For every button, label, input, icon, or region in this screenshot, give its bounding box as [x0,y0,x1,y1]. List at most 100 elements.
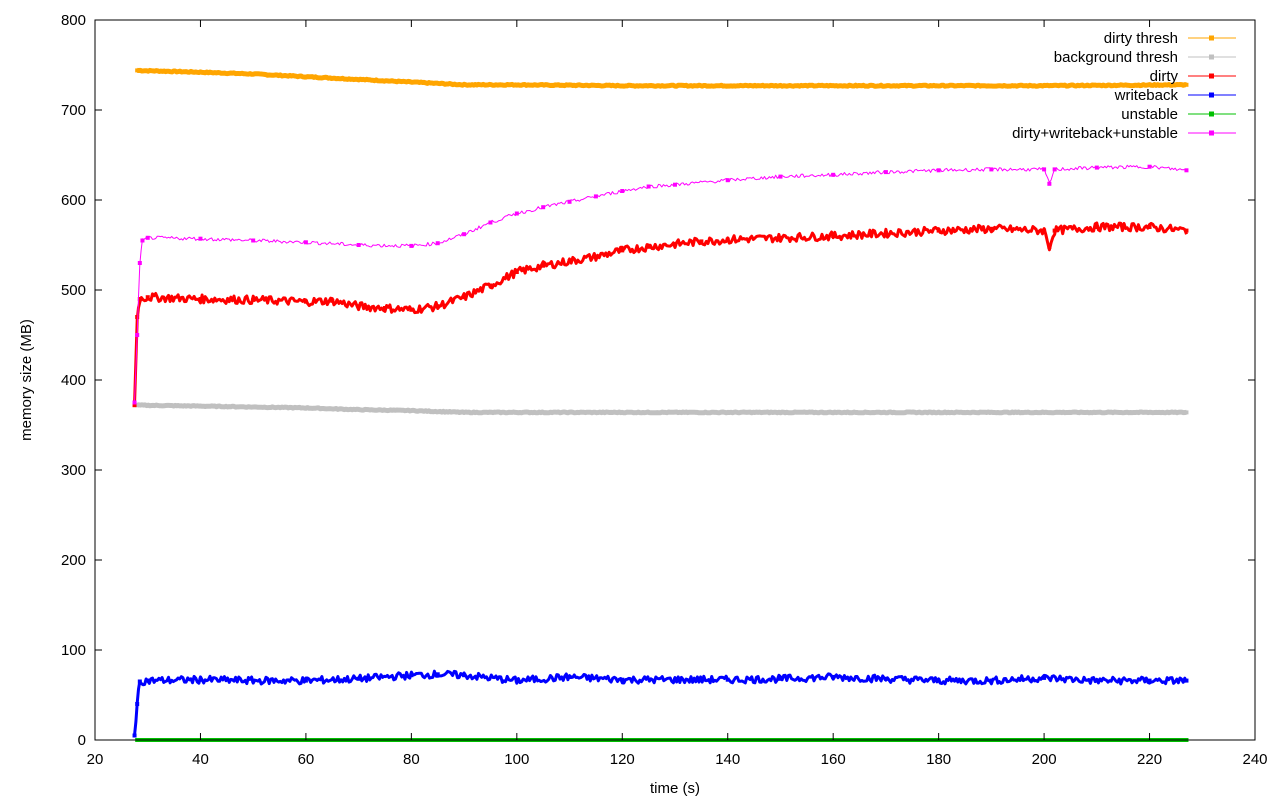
data-point [567,675,572,679]
data-point [936,228,941,233]
data-point [198,297,203,301]
data-point [132,400,137,405]
data-point [778,174,783,179]
data-point [514,211,519,216]
data-point [567,259,572,264]
y-tick-label: 800 [61,12,86,29]
series-writeback [132,669,1189,738]
data-point [620,83,625,88]
data-point [1094,225,1099,229]
x-tick-label: 200 [1032,751,1057,768]
series-background-thresh [135,402,1189,416]
data-point [198,404,203,409]
data-point [725,178,730,183]
data-point [883,231,888,236]
data-point [137,261,142,265]
series-line [133,669,1188,736]
data-point [620,248,625,253]
data-point [356,304,361,309]
data-point [725,83,730,88]
data-point [1042,167,1047,172]
data-point [778,235,783,240]
axis-ticks: 20 40 60 80 100 120 140 160 180 200 220 240 0 100 200 3… [61,12,1268,768]
y-tick-label: 0 [78,732,86,749]
data-point [936,168,941,173]
data-point [1184,228,1189,233]
data-point [883,170,888,175]
data-point [1042,228,1047,233]
data-point [462,82,467,87]
data-point [514,82,519,87]
data-point [936,410,941,415]
series-dirty-writeback-unstable [132,164,1189,405]
data-point [725,237,730,242]
x-tick-label: 240 [1242,751,1267,768]
data-point [1047,244,1052,249]
data-point [1184,678,1189,683]
legend-label: background thresh [1054,49,1178,66]
data-point [251,238,256,243]
data-point [356,407,361,412]
legend-label: dirty thresh [1104,30,1178,47]
y-tick-label: 100 [61,642,86,659]
data-point [514,410,519,415]
data-point [303,299,308,304]
data-point [541,205,546,210]
data-point [198,70,203,75]
data-point [831,172,836,177]
legend-marker [1209,111,1214,117]
data-point [488,283,493,288]
data-point [541,263,546,268]
data-point [1184,82,1189,87]
data-point [778,676,783,681]
data-point [989,226,994,231]
legend-label: writeback [1114,87,1179,104]
data-point [303,240,308,245]
data-point [303,678,308,683]
data-point [435,241,440,246]
data-point [488,220,493,225]
data-point [989,167,994,172]
y-tick-label: 700 [61,102,86,119]
data-point [831,234,836,238]
data-point [699,239,704,244]
data-point [409,408,414,413]
data-point [409,673,414,678]
data-point [462,295,467,300]
legend-label: dirty+writeback+unstable [1012,125,1178,142]
x-tick-label: 100 [504,751,529,768]
data-point [1047,181,1052,186]
data-point [620,677,625,682]
data-point [135,315,140,319]
x-tick-label: 160 [821,751,846,768]
data-point [462,232,467,237]
data-point [409,80,414,85]
y-tick-label: 600 [61,192,86,209]
data-point [936,678,941,683]
y-axis-label: memory size (MB) [18,319,35,441]
data-point [356,676,361,681]
data-point [198,677,203,682]
data-point [593,254,598,259]
data-point [409,243,414,248]
legend-label: unstable [1121,106,1178,123]
data-point [646,184,651,189]
series-dirty-thresh [135,67,1189,89]
data-point [1052,228,1057,233]
data-point [383,306,387,310]
x-tick-label: 60 [298,751,315,768]
data-point [831,675,836,679]
legend-marker [1209,35,1214,41]
series-dirty [132,221,1189,408]
x-tick-label: 20 [87,751,104,768]
data-point [135,68,140,73]
data-point [514,678,519,683]
data-point [593,194,598,199]
data-point [1184,410,1189,415]
data-point [1147,225,1152,229]
data-point [725,410,730,415]
data-point [135,403,140,408]
data-point [303,74,308,79]
data-point [135,702,140,706]
